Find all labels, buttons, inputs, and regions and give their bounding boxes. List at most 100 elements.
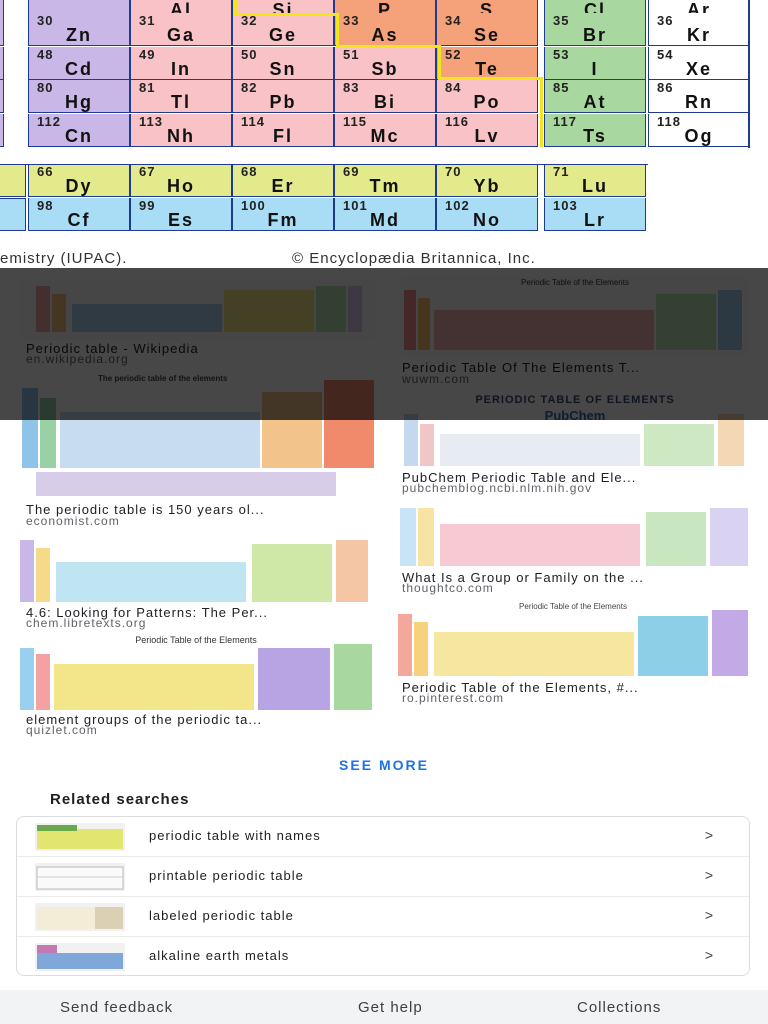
related-item-periodic-table-with-names[interactable]: periodic table with names > bbox=[17, 817, 749, 857]
image-credit-iupac: emistry (IUPAC). bbox=[0, 250, 128, 267]
element-symbol: Yb bbox=[473, 176, 501, 196]
get-help-link[interactable]: Get help bbox=[358, 999, 423, 1016]
element-atomic-number: 113 bbox=[139, 114, 163, 129]
result-title-economist[interactable]: The periodic table is 150 years ol... bbox=[26, 502, 265, 517]
element-atomic-number: 117 bbox=[553, 114, 577, 129]
element-atomic-number: 49 bbox=[139, 47, 156, 62]
pinterest-thumb-heading: Periodic Table of the Elements bbox=[519, 602, 627, 611]
element-atomic-number: 33 bbox=[343, 13, 360, 28]
element-cell-partial bbox=[0, 114, 4, 147]
result-source-wuwm: wuwm.com bbox=[402, 372, 471, 386]
result-thumbnail-pinterest[interactable]: Periodic Table of the Elements bbox=[394, 600, 752, 680]
result-thumbnail-economist[interactable]: The periodic table of the elements bbox=[18, 372, 378, 500]
element-cell: 35 Br bbox=[544, 13, 646, 46]
element-symbol: Ts bbox=[583, 126, 607, 146]
result-title-thoughtco[interactable]: What Is a Group or Family on the ... bbox=[402, 570, 644, 585]
element-symbol: Cd bbox=[65, 59, 93, 79]
pubchem-table-graphic bbox=[404, 414, 744, 466]
element-cell: 30 Zn bbox=[28, 13, 130, 46]
chevron-right-icon: > bbox=[704, 827, 713, 843]
libretexts-table-graphic bbox=[20, 540, 368, 602]
collections-link[interactable]: Collections bbox=[577, 999, 662, 1016]
element-atomic-number: 67 bbox=[139, 164, 156, 179]
element-symbol: Xe bbox=[685, 59, 713, 79]
element-cell: 31 Ga bbox=[130, 13, 232, 46]
result-thumbnail-wikipedia[interactable] bbox=[18, 280, 376, 340]
element-cell: 86 Rn bbox=[648, 80, 750, 113]
result-title-pubchem[interactable]: PubChem Periodic Table and Ele... bbox=[402, 470, 637, 485]
element-atomic-number: 36 bbox=[657, 13, 674, 28]
element-symbol: Hg bbox=[65, 92, 93, 112]
element-cell: 85 At bbox=[544, 80, 646, 113]
result-source-wikipedia: en.wikipedia.org bbox=[26, 352, 129, 366]
result-title-libretexts[interactable]: 4.6: Looking for Patterns: The Per... bbox=[26, 605, 268, 620]
element-atomic-number: 99 bbox=[139, 198, 156, 213]
element-atomic-number: 114 bbox=[241, 114, 265, 129]
element-cell: 69 Tm bbox=[334, 164, 436, 197]
element-symbol: Dy bbox=[65, 176, 93, 196]
element-symbol: Og bbox=[684, 126, 714, 146]
metalloid-boundary-line bbox=[438, 77, 542, 80]
element-cell: 67 Ho bbox=[130, 164, 232, 197]
element-cell: 70 Yb bbox=[436, 164, 538, 197]
element-atomic-number: 66 bbox=[37, 164, 54, 179]
related-thumbnail bbox=[35, 943, 125, 971]
see-more-button[interactable]: SEE MORE bbox=[339, 757, 429, 773]
element-symbol: Lv bbox=[474, 126, 500, 146]
chevron-right-icon: > bbox=[704, 907, 713, 923]
element-symbol: Bi bbox=[374, 92, 396, 112]
result-title-quizlet[interactable]: element groups of the periodic ta... bbox=[26, 712, 263, 727]
send-feedback-link[interactable]: Send feedback bbox=[60, 999, 174, 1016]
element-cell: 48 Cd bbox=[28, 47, 130, 80]
result-thumbnail-libretexts[interactable] bbox=[16, 536, 374, 604]
element-symbol: Nh bbox=[167, 126, 195, 146]
element-symbol: Ga bbox=[166, 25, 195, 45]
element-cell: 71 Lu bbox=[544, 164, 646, 197]
quizlet-thumb-heading: Periodic Table of the Elements bbox=[135, 635, 257, 645]
element-cell: 49 In bbox=[130, 47, 232, 80]
result-source-pubchem: pubchemblog.ncbi.nlm.nih.gov bbox=[402, 481, 593, 495]
element-cell: 112 Cn bbox=[28, 114, 130, 147]
element-atomic-number: 35 bbox=[553, 13, 570, 28]
element-symbol: Lu bbox=[582, 176, 608, 196]
result-thumbnail-wuwm[interactable]: Periodic Table of the Elements bbox=[400, 276, 750, 356]
related-item-printable-periodic-table[interactable]: printable periodic table > bbox=[17, 857, 749, 897]
element-symbol: No bbox=[473, 210, 501, 230]
related-item-label: periodic table with names bbox=[149, 828, 321, 843]
element-cell: 115 Mc bbox=[334, 114, 436, 147]
element-cell: 53 I bbox=[544, 47, 646, 80]
related-item-labeled-periodic-table[interactable]: labeled periodic table > bbox=[17, 897, 749, 937]
element-symbol: Ge bbox=[268, 25, 297, 45]
economist-table-graphic bbox=[22, 380, 374, 496]
element-atomic-number: 118 bbox=[657, 114, 681, 129]
thoughtco-table-graphic bbox=[400, 508, 748, 566]
element-cell: 116 Lv bbox=[436, 114, 538, 147]
element-symbol: In bbox=[171, 59, 191, 79]
element-atomic-number: 101 bbox=[343, 198, 368, 213]
result-thumbnail-pubchem[interactable]: PERIODIC TABLE OF ELEMENTS PubChem bbox=[400, 392, 750, 470]
related-item-alkaline-earth-metals[interactable]: alkaline earth metals > bbox=[17, 937, 749, 977]
element-cell-partial bbox=[0, 13, 4, 46]
result-thumbnail-thoughtco[interactable] bbox=[396, 504, 752, 570]
element-cell: 33 As bbox=[334, 13, 436, 46]
element-symbol: Kr bbox=[686, 25, 711, 45]
element-symbol: Lr bbox=[584, 210, 606, 230]
element-atomic-number: 53 bbox=[553, 47, 570, 62]
element-cell: 36 Kr bbox=[648, 13, 750, 46]
element-cell-partial bbox=[0, 164, 26, 197]
result-thumbnail-quizlet[interactable]: Periodic Table of the Elements bbox=[16, 634, 376, 712]
element-symbol: Fl bbox=[273, 126, 293, 146]
element-cell: 99 Es bbox=[130, 198, 232, 231]
element-cell: 82 Pb bbox=[232, 80, 334, 113]
metalloid-boundary-line bbox=[234, 0, 237, 13]
quizlet-table-graphic bbox=[20, 644, 372, 710]
element-atomic-number: 115 bbox=[343, 114, 367, 129]
element-cell: 102 No bbox=[436, 198, 538, 231]
related-thumbnail bbox=[35, 863, 125, 891]
element-atomic-number: 85 bbox=[553, 80, 570, 95]
element-cell: 68 Er bbox=[232, 164, 334, 197]
element-symbol: I bbox=[591, 59, 599, 79]
element-symbol: Tm bbox=[369, 176, 401, 196]
result-title-pinterest[interactable]: Periodic Table of the Elements, #... bbox=[402, 680, 639, 695]
element-symbol: Br bbox=[582, 25, 607, 45]
